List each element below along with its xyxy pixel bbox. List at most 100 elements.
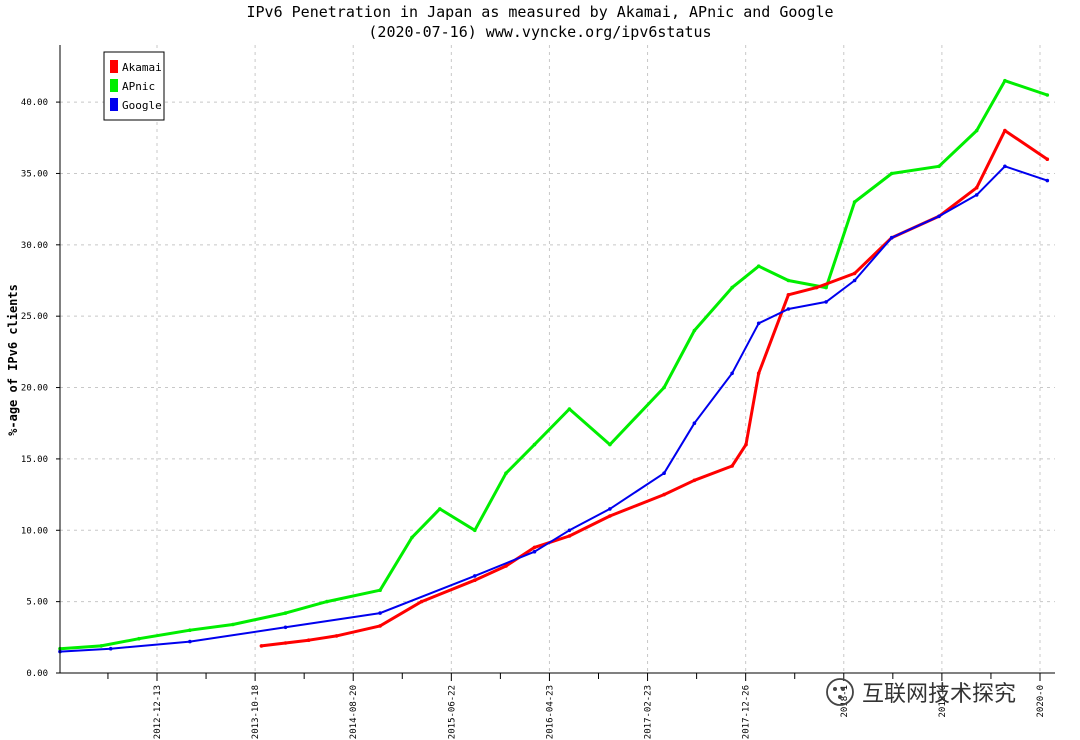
x-tick-label: 2013-10-18	[251, 685, 261, 739]
data-point-akamai	[1003, 128, 1007, 133]
grid	[60, 45, 1055, 673]
legend-label-akamai: Akamai	[122, 61, 162, 74]
data-point-apnic	[567, 407, 572, 411]
x-tick-label: 2019-0	[938, 685, 948, 718]
x-tick-label: 2018-1	[840, 685, 850, 718]
data-point-apnic	[532, 442, 537, 447]
data-point-apnic	[504, 471, 508, 476]
data-point-akamai	[662, 492, 666, 497]
data-point-apnic	[99, 644, 103, 648]
data-point-akamai	[1045, 157, 1050, 161]
data-point-akamai	[567, 534, 572, 538]
data-point-google	[974, 193, 979, 197]
data-point-google	[852, 278, 857, 283]
data-point-apnic	[410, 535, 414, 540]
y-tick-label: 20.00	[21, 384, 48, 394]
data-point-google	[824, 300, 828, 304]
data-point-akamai	[814, 285, 819, 290]
x-tick-label: 2012-12-13	[153, 685, 163, 739]
legend: Akamai APnic Google	[103, 51, 165, 121]
x-tick-label: 2015-06-22	[447, 685, 457, 739]
legend-swatch-akamai	[110, 60, 118, 73]
legend-label-apnic: APnic	[122, 80, 155, 93]
data-point-akamai	[852, 271, 857, 276]
data-point-apnic	[1045, 93, 1050, 97]
data-point-google	[662, 471, 666, 476]
data-point-apnic	[730, 285, 734, 290]
y-tick-label: 0.00	[26, 669, 48, 679]
data-point-apnic	[137, 636, 141, 641]
data-point-google	[889, 235, 894, 240]
data-point-apnic	[756, 264, 761, 269]
data-point-akamai	[532, 545, 537, 550]
data-point-akamai	[283, 641, 288, 645]
data-point-google	[730, 371, 734, 376]
legend-label-google: Google	[122, 99, 162, 112]
data-point-google	[937, 214, 941, 219]
data-point-akamai	[419, 599, 424, 604]
y-tick-label: 5.00	[26, 598, 48, 608]
data-point-apnic	[786, 278, 791, 283]
data-point-akamai	[378, 624, 382, 628]
data-point-apnic	[937, 164, 941, 169]
y-tick-label: 10.00	[21, 526, 48, 536]
data-point-apnic	[378, 588, 382, 592]
data-point-google	[108, 646, 113, 651]
data-point-apnic	[852, 200, 857, 204]
x-tick-label: 2016-04-23	[545, 685, 555, 739]
data-point-apnic	[889, 171, 894, 176]
data-point-google	[378, 611, 382, 615]
wechat-icon	[826, 678, 854, 706]
data-point-akamai	[306, 638, 311, 642]
y-tick-label: 15.00	[21, 455, 48, 465]
data-point-apnic	[283, 611, 288, 615]
watermark-text: 互联网技术探究	[862, 682, 1016, 707]
x-tick-label: 2020-0	[1036, 685, 1046, 718]
series-line-apnic	[59, 79, 1048, 651]
data-point-apnic	[188, 628, 192, 632]
y-axis-label: %-age of IPv6 clients	[6, 284, 20, 436]
data-point-akamai	[473, 578, 477, 582]
data-point-apnic	[231, 622, 235, 627]
y-tick-label: 25.00	[21, 312, 48, 322]
data-point-akamai	[259, 644, 264, 648]
legend-swatch-google	[110, 98, 118, 111]
data-point-google	[1003, 164, 1007, 169]
data-point-apnic	[473, 528, 477, 533]
data-point-google	[692, 421, 697, 426]
data-point-akamai	[974, 185, 979, 190]
data-point-apnic	[325, 599, 329, 604]
chart-title: IPv6 Penetration in Japan as measured by…	[247, 3, 834, 21]
data-point-akamai	[744, 442, 748, 447]
x-tick-label: 2014-08-20	[349, 685, 359, 739]
data-point-apnic	[974, 128, 979, 133]
data-point-google	[786, 307, 791, 311]
data-point-akamai	[756, 371, 761, 376]
series-line-akamai	[261, 129, 1049, 648]
series-group	[58, 78, 1050, 654]
data-point-google	[756, 321, 761, 326]
data-point-google	[473, 574, 477, 578]
data-point-google	[188, 639, 192, 644]
x-tick-label: 2017-12-26	[742, 685, 752, 739]
data-point-google	[283, 625, 288, 630]
y-tick-label: 40.00	[21, 98, 48, 108]
data-point-apnic	[662, 385, 666, 390]
legend-swatch-apnic	[110, 79, 118, 92]
series-line-google	[59, 165, 1048, 653]
data-point-akamai	[730, 464, 734, 468]
data-point-google	[608, 507, 612, 511]
data-point-akamai	[692, 478, 697, 483]
data-point-akamai	[334, 634, 339, 638]
data-point-google	[1045, 178, 1050, 183]
data-point-apnic	[1003, 78, 1007, 83]
data-point-google	[532, 549, 537, 554]
data-point-apnic	[692, 328, 697, 333]
data-point-apnic	[438, 507, 442, 511]
axes: 0.00 5.00 10.00 15.00 20.00 25.00 30.00 35.00 40…	[21, 45, 1055, 739]
chart-subtitle: (2020-07-16) www.vyncke.org/ipv6status	[368, 23, 711, 41]
y-tick-label: 35.00	[21, 169, 48, 179]
data-point-google	[567, 528, 572, 533]
data-point-apnic	[608, 442, 612, 447]
data-point-apnic	[824, 285, 828, 290]
